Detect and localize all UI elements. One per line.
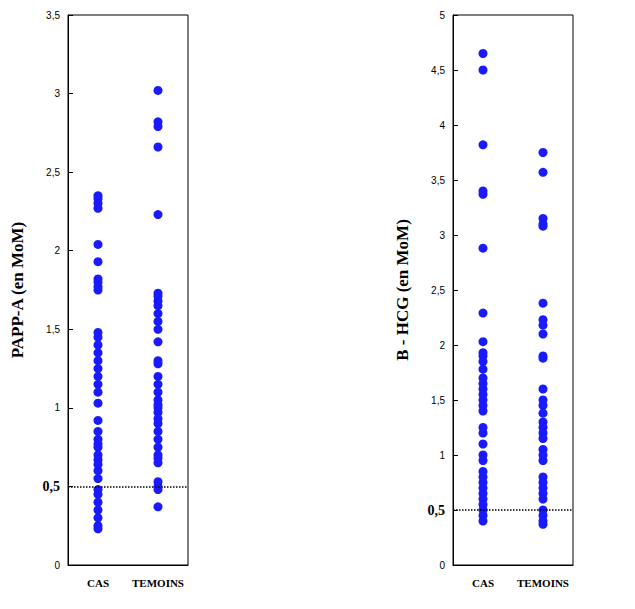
- svg-text:3: 3: [54, 88, 60, 99]
- svg-text:CAS: CAS: [472, 577, 494, 589]
- svg-text:5: 5: [439, 10, 445, 21]
- svg-text:1: 1: [439, 450, 445, 461]
- svg-text:2,5: 2,5: [431, 285, 445, 296]
- svg-text:0,5: 0,5: [428, 503, 446, 518]
- svg-text:3: 3: [439, 230, 445, 241]
- svg-text:0: 0: [439, 560, 445, 571]
- svg-text:TEMOINS: TEMOINS: [517, 577, 569, 589]
- svg-text:4: 4: [439, 120, 445, 131]
- svg-text:2: 2: [54, 245, 60, 256]
- svg-text:PAPP-A (en MoM): PAPP-A (en MoM): [8, 222, 27, 359]
- svg-text:3,5: 3,5: [431, 175, 445, 186]
- svg-text:1,5: 1,5: [431, 395, 445, 406]
- svg-text:2: 2: [439, 340, 445, 351]
- svg-text:2,5: 2,5: [46, 167, 60, 178]
- svg-text:CAS: CAS: [87, 577, 109, 589]
- svg-text:1,5: 1,5: [46, 324, 60, 335]
- svg-text:TEMOINS: TEMOINS: [132, 577, 184, 589]
- svg-text:3,5: 3,5: [46, 10, 60, 21]
- svg-text:0,5: 0,5: [43, 479, 61, 494]
- svg-text:0: 0: [54, 560, 60, 571]
- svg-text:4,5: 4,5: [431, 65, 445, 76]
- svg-text:B - HCG (en MoM): B - HCG (en MoM): [393, 219, 412, 361]
- svg-text:1: 1: [54, 402, 60, 413]
